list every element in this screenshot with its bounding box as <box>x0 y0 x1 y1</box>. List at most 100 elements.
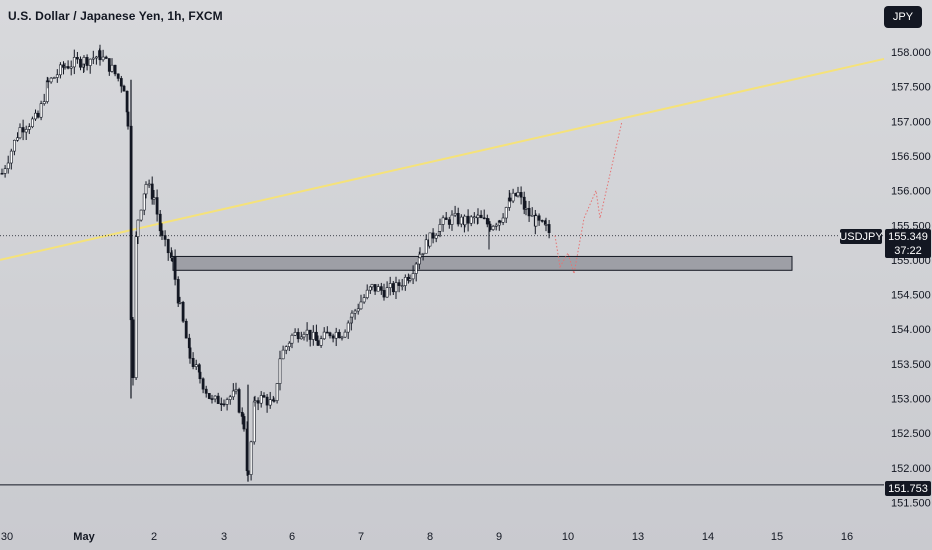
candle-body <box>55 74 59 78</box>
candle-body <box>485 218 489 225</box>
time-tick-label: 6 <box>289 531 295 543</box>
candle-body <box>6 162 10 170</box>
candle-body <box>472 216 476 219</box>
candle-body <box>126 111 130 127</box>
candle-body <box>240 411 244 417</box>
candle-body <box>155 197 159 215</box>
time-tick-label: 8 <box>427 531 433 543</box>
candle-body <box>176 279 180 304</box>
candle-body <box>290 334 294 344</box>
candle-body <box>362 297 366 303</box>
candle-body <box>131 319 135 379</box>
price-tick-label: 153.500 <box>891 359 931 371</box>
candle-body <box>0 172 4 175</box>
candle-body <box>299 336 303 340</box>
candle-body <box>3 168 7 174</box>
time-tick-label: 14 <box>702 531 714 543</box>
candle-body <box>494 224 498 227</box>
candle-body <box>516 192 520 197</box>
price-tick-label: 156.000 <box>891 186 931 198</box>
candle-body <box>491 226 495 230</box>
candle-body <box>79 58 82 68</box>
candle-body <box>160 230 164 236</box>
candle-body <box>49 77 53 83</box>
candle-body <box>356 308 360 312</box>
price-tick-label: 151.500 <box>891 497 931 509</box>
candle-body <box>411 273 415 280</box>
candle-body <box>110 64 114 72</box>
candle-body <box>216 395 220 404</box>
candle-body <box>337 331 341 339</box>
candle-body <box>530 214 534 217</box>
candle-body <box>116 73 120 79</box>
candle-body <box>524 207 528 210</box>
candle-body <box>34 112 37 120</box>
price-tick-label: 153.000 <box>891 394 931 406</box>
candle-body <box>95 56 98 59</box>
support-zone <box>172 255 793 271</box>
candle-body <box>343 331 347 338</box>
candle-body <box>136 219 140 237</box>
candle-body <box>181 301 185 322</box>
candle-body <box>76 57 79 60</box>
price-tick-label: 158.000 <box>891 47 931 59</box>
time-tick-label: 2 <box>151 531 157 543</box>
candle-body <box>370 284 374 288</box>
candle-body <box>194 364 198 367</box>
candle-body <box>158 213 162 232</box>
candle-body <box>527 207 531 217</box>
price-tick-label: 154.000 <box>891 324 931 336</box>
candle-body <box>293 332 297 336</box>
candle-body <box>400 285 404 287</box>
candle-body <box>418 253 422 258</box>
candle-body <box>253 400 257 403</box>
candle-body <box>511 192 515 202</box>
candle-body <box>328 332 332 337</box>
time-tick-label: 16 <box>841 531 853 543</box>
candle-body <box>69 66 73 69</box>
candle-body <box>222 403 226 406</box>
candle-body <box>431 232 435 239</box>
candle-body <box>242 416 246 430</box>
candle-body <box>547 224 551 233</box>
last-price-badge: 155.349 <box>885 229 931 244</box>
candle-body <box>379 286 383 291</box>
candle-body <box>213 395 217 400</box>
projection-line <box>554 121 623 274</box>
candle-body <box>322 331 326 340</box>
candle-body <box>305 329 309 335</box>
candle-body <box>256 400 260 404</box>
candle-body <box>170 256 174 259</box>
trendline-line <box>0 57 885 261</box>
candle-body <box>417 257 421 265</box>
candle-body <box>353 310 357 314</box>
candle-body <box>447 219 451 225</box>
candle-body <box>388 283 392 288</box>
candle-body <box>46 80 50 83</box>
candle-body <box>540 220 544 222</box>
candle-body <box>368 286 372 291</box>
candle-body <box>72 57 76 68</box>
candle-body <box>482 217 486 220</box>
candle-body <box>385 287 389 298</box>
candle-body <box>501 217 505 223</box>
candle-body <box>184 320 188 339</box>
candle-body <box>150 183 154 200</box>
candle-body <box>88 58 92 66</box>
candle-body <box>331 335 335 339</box>
candle-body <box>234 389 238 392</box>
candle-body <box>144 184 148 195</box>
candle-body <box>52 77 56 79</box>
currency-button[interactable]: JPY <box>884 6 922 28</box>
candle-body <box>42 101 46 104</box>
candle-body <box>166 239 170 254</box>
candle-body <box>281 349 285 360</box>
candle-body <box>287 342 291 347</box>
candle-body <box>456 213 460 225</box>
candle-body <box>469 216 473 224</box>
candle-body <box>534 215 538 227</box>
candle-body <box>308 329 312 340</box>
candle-body <box>147 183 151 186</box>
